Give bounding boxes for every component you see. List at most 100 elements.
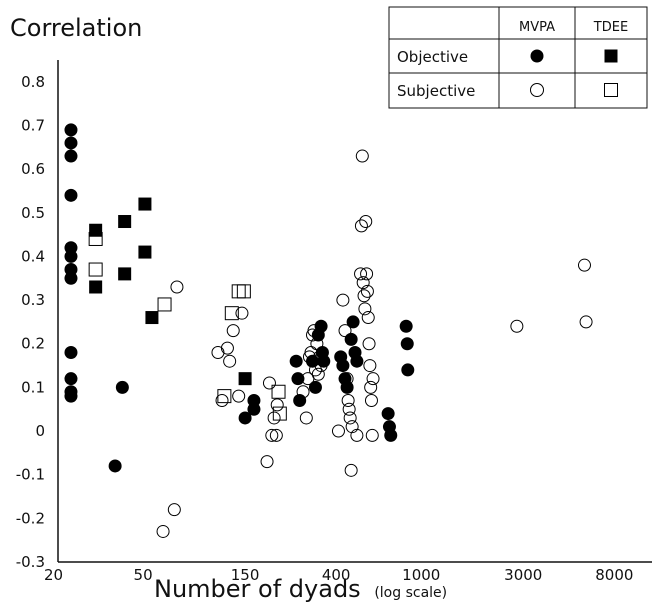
data-point bbox=[238, 411, 252, 425]
data-point bbox=[357, 289, 371, 303]
y-tick-label: 0.7 bbox=[21, 116, 45, 134]
data-point bbox=[343, 411, 357, 425]
data-point bbox=[364, 393, 378, 407]
data-point bbox=[346, 315, 360, 329]
x-tick-label: 20 bbox=[44, 566, 63, 584]
data-point bbox=[108, 459, 122, 473]
data-point bbox=[362, 337, 376, 351]
series-filled-square bbox=[89, 197, 252, 386]
data-point bbox=[361, 311, 375, 325]
data-point bbox=[400, 337, 414, 351]
data-point bbox=[355, 149, 369, 163]
data-point bbox=[308, 380, 322, 394]
data-point bbox=[64, 372, 78, 386]
data-point bbox=[271, 384, 286, 399]
data-point bbox=[170, 280, 184, 294]
data-point bbox=[262, 376, 276, 390]
legend-marker-objective-tdee bbox=[604, 49, 618, 63]
data-point bbox=[291, 372, 305, 386]
data-point bbox=[342, 402, 356, 416]
data-point bbox=[138, 197, 152, 211]
data-point bbox=[365, 428, 379, 442]
data-point bbox=[167, 503, 181, 517]
data-point bbox=[358, 302, 372, 316]
y-tick-label: 0.4 bbox=[21, 247, 45, 265]
y-tick-label: 0 bbox=[35, 422, 45, 440]
data-point bbox=[220, 341, 234, 355]
data-point bbox=[64, 136, 78, 150]
data-point bbox=[231, 284, 246, 299]
x-tick-label: 8000 bbox=[595, 566, 633, 584]
data-point bbox=[340, 372, 354, 386]
data-point bbox=[401, 363, 415, 377]
data-point bbox=[350, 354, 364, 368]
data-point bbox=[265, 428, 279, 442]
legend-row-subjective: Subjective bbox=[397, 82, 475, 100]
y-tick-label: 0.1 bbox=[21, 378, 45, 396]
legend-row-objective: Objective bbox=[397, 48, 468, 66]
data-point bbox=[238, 372, 252, 386]
data-point bbox=[217, 389, 232, 404]
data-point bbox=[145, 311, 159, 325]
x-tick-labels: 20 50 150 400 1000 3000 8000 bbox=[44, 566, 633, 584]
data-point bbox=[359, 215, 373, 229]
data-point bbox=[89, 280, 103, 294]
y-tick-label: -0.3 bbox=[16, 553, 45, 571]
x-axis-label-main: Number of dyads bbox=[154, 575, 361, 603]
data-point bbox=[336, 293, 350, 307]
data-point bbox=[314, 359, 328, 373]
y-tick-label: -0.1 bbox=[16, 466, 45, 484]
data-point bbox=[360, 284, 374, 298]
x-axis-label: Number of dyads (log scale) bbox=[154, 575, 447, 603]
legend-marker-objective-mvpa bbox=[530, 49, 544, 63]
data-point bbox=[64, 123, 78, 137]
data-point bbox=[157, 297, 172, 312]
legend: MVPA TDEE Objective Subjective bbox=[388, 6, 648, 109]
data-point bbox=[336, 359, 350, 373]
data-point bbox=[356, 276, 370, 290]
data-point bbox=[64, 389, 78, 403]
data-point bbox=[269, 428, 283, 442]
data-point bbox=[384, 428, 398, 442]
data-point bbox=[89, 223, 103, 237]
data-point bbox=[510, 319, 524, 333]
data-point bbox=[579, 315, 593, 329]
y-tick-labels: -0.3 -0.2 -0.1 0 0.1 0.2 0.3 0.4 0.5 0.6 0.7 0.8 bbox=[16, 73, 45, 571]
data-point bbox=[354, 219, 368, 233]
data-point bbox=[310, 337, 324, 351]
data-point bbox=[296, 385, 310, 399]
axes bbox=[57, 60, 652, 563]
data-point bbox=[381, 407, 395, 421]
data-point bbox=[64, 271, 78, 285]
data-point bbox=[115, 380, 129, 394]
y-tick-label: 0.3 bbox=[21, 291, 45, 309]
data-point bbox=[313, 350, 327, 364]
data-point bbox=[366, 372, 380, 386]
y-tick-label: -0.2 bbox=[16, 509, 45, 527]
x-tick-label: 400 bbox=[322, 566, 351, 584]
data-point bbox=[577, 258, 591, 272]
data-point bbox=[338, 324, 352, 338]
data-point bbox=[344, 332, 358, 346]
data-point bbox=[138, 245, 152, 259]
data-point bbox=[247, 402, 261, 416]
data-point bbox=[232, 389, 246, 403]
legend-col-mvpa: MVPA bbox=[519, 20, 555, 35]
y-tick-label: 0.8 bbox=[21, 73, 45, 91]
data-point bbox=[118, 267, 132, 281]
data-point bbox=[64, 149, 78, 163]
data-point bbox=[267, 411, 281, 425]
data-point bbox=[224, 306, 239, 321]
data-point bbox=[270, 398, 284, 412]
data-point bbox=[307, 324, 321, 338]
x-tick-label: 3000 bbox=[504, 566, 542, 584]
data-point bbox=[64, 188, 78, 202]
data-point bbox=[260, 455, 274, 469]
data-point bbox=[289, 354, 303, 368]
legend-marker-subjective-tdee bbox=[604, 83, 618, 97]
data-point bbox=[293, 393, 307, 407]
data-point bbox=[299, 411, 313, 425]
data-point bbox=[363, 359, 377, 373]
data-point bbox=[399, 319, 413, 333]
data-point bbox=[331, 424, 345, 438]
